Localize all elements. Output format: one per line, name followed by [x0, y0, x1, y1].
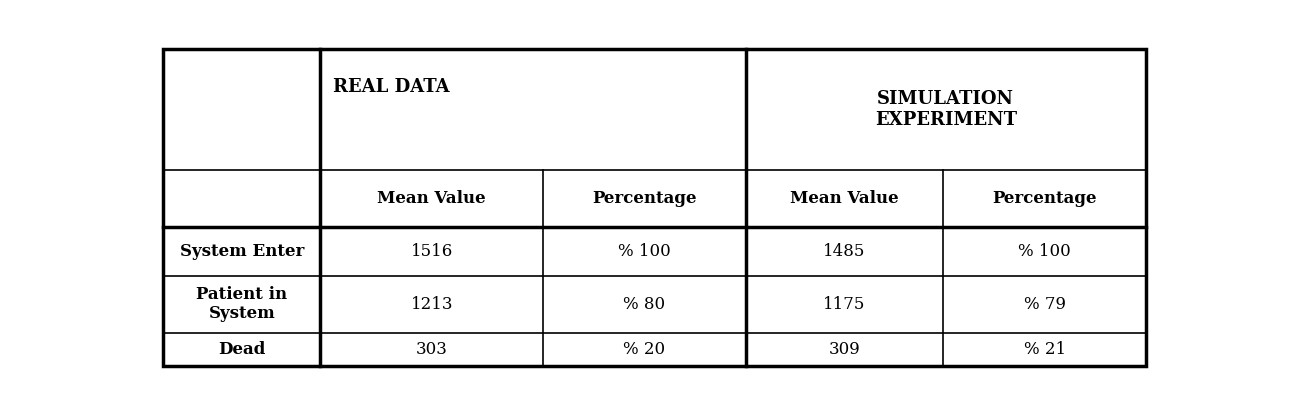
Text: Percentage: Percentage — [992, 189, 1097, 207]
Text: Mean Value: Mean Value — [378, 189, 486, 207]
Text: 1213: 1213 — [410, 296, 454, 313]
Text: % 20: % 20 — [623, 341, 665, 358]
Text: Percentage: Percentage — [592, 189, 697, 207]
Text: System Enter: System Enter — [179, 242, 305, 260]
Text: Patient in
System: Patient in System — [196, 286, 288, 322]
Text: % 80: % 80 — [623, 296, 665, 313]
Text: 303: 303 — [416, 341, 448, 358]
Text: 1485: 1485 — [823, 242, 865, 260]
Text: SIMULATION
EXPERIMENT: SIMULATION EXPERIMENT — [874, 90, 1017, 129]
Text: % 21: % 21 — [1023, 341, 1065, 358]
Text: 1516: 1516 — [410, 242, 454, 260]
Text: 309: 309 — [829, 341, 860, 358]
Text: % 100: % 100 — [1018, 242, 1070, 260]
Text: 1175: 1175 — [823, 296, 865, 313]
Text: REAL DATA: REAL DATA — [332, 79, 450, 96]
Text: Mean Value: Mean Value — [791, 189, 899, 207]
Text: % 100: % 100 — [618, 242, 670, 260]
Text: Dead: Dead — [218, 341, 265, 358]
Text: % 79: % 79 — [1023, 296, 1065, 313]
